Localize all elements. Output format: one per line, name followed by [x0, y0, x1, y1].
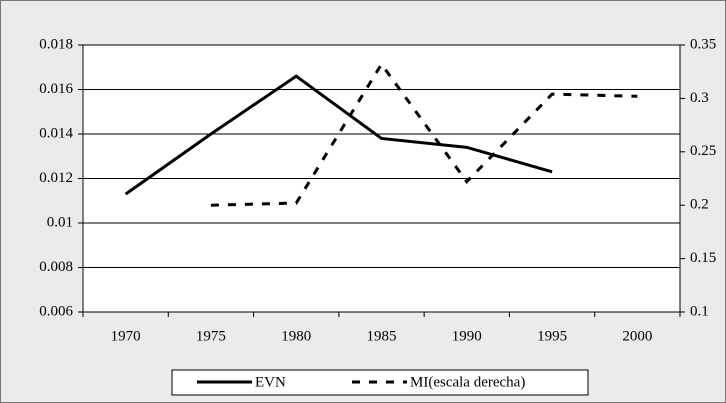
series-line — [210, 61, 638, 207]
y2-tick-label: 0.2 — [690, 197, 709, 213]
y-tick-label: 0.016 — [39, 81, 73, 97]
y-tick-label: 0.018 — [39, 36, 73, 52]
legend-label: MI(escala derecha) — [410, 374, 525, 390]
x-tick-label: 1995 — [537, 328, 567, 344]
y2-tick-label: 0.35 — [690, 36, 716, 52]
y-tick-label: 0.01 — [47, 214, 73, 230]
y2-tick-label: 0.3 — [690, 90, 709, 106]
y-tick-label: 0.006 — [39, 303, 73, 319]
y2-tick-label: 0.25 — [690, 143, 716, 159]
series-line — [124, 74, 553, 196]
x-tick-label: 1985 — [367, 328, 397, 344]
x-tick-label: 1970 — [111, 328, 141, 344]
x-tick-label: 1975 — [196, 328, 226, 344]
x-tick-label: 1980 — [281, 328, 311, 344]
y-tick-label: 0.008 — [39, 259, 73, 275]
y-tick-label: 0.012 — [39, 170, 73, 186]
x-tick-label: 1990 — [452, 328, 482, 344]
legend-label: EVN — [255, 374, 286, 390]
y2-tick-label: 0.1 — [690, 303, 709, 319]
y-tick-label: 0.014 — [39, 125, 73, 141]
y2-tick-label: 0.15 — [690, 250, 716, 266]
x-tick-label: 2000 — [622, 328, 652, 344]
